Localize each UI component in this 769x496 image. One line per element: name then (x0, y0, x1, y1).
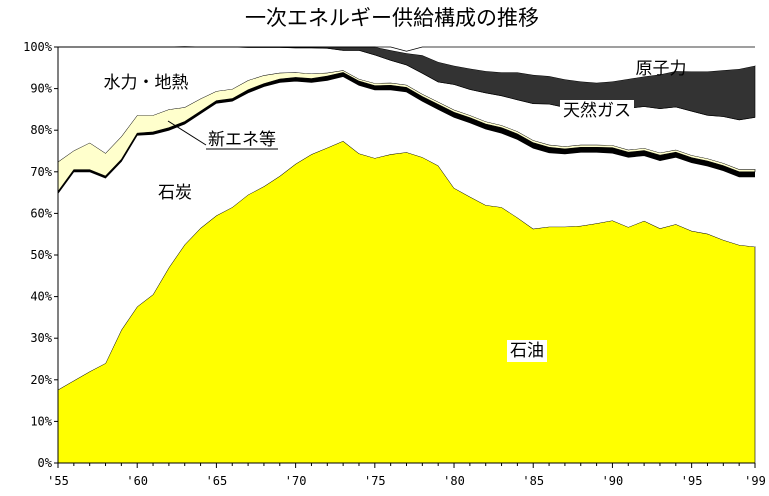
series-label: 新エネ等 (208, 130, 276, 150)
y-tick-label: 60% (30, 206, 52, 220)
y-tick-label: 90% (30, 82, 52, 96)
x-tick-label: '99 (744, 474, 766, 488)
x-tick-label: '95 (681, 474, 703, 488)
x-tick-label: '90 (602, 474, 624, 488)
series-label: 原子力 (636, 59, 687, 79)
x-axis: '55 '60 '65 '70 '75 '80 '85 '90 '95 '99 (47, 462, 766, 488)
leader-line (167, 120, 207, 146)
x-tick-label: '80 (443, 474, 465, 488)
y-tick-label: 20% (30, 373, 52, 387)
x-tick-label: '85 (522, 474, 544, 488)
y-tick-label: 0% (38, 456, 53, 470)
x-tick-label: '60 (126, 474, 148, 488)
y-tick-label: 100% (23, 40, 53, 54)
y-tick-label: 10% (30, 414, 52, 428)
series-label: 水力・地熱 (104, 73, 189, 93)
series-label: 石炭 (158, 183, 192, 203)
x-tick-label: '55 (47, 474, 69, 488)
y-tick-label: 40% (30, 290, 52, 304)
x-tick-label: '70 (285, 474, 307, 488)
series-label-box (507, 340, 547, 362)
y-tick-label: 30% (30, 331, 52, 345)
y-tick-label: 70% (30, 165, 52, 179)
x-tick-label: '65 (206, 474, 228, 488)
series-label-box (205, 129, 279, 151)
series-label: 石油 (510, 341, 544, 361)
stacked-areas (57, 46, 756, 464)
series-label-box (560, 100, 634, 122)
chart-title: 一次エネルギー供給構成の推移 (245, 6, 539, 30)
x-tick-label: '75 (364, 474, 386, 488)
y-axis: 0% 10% 20% 30% 40% 50% 60% 70% 80% 90% 100% (23, 40, 59, 470)
area-原子力 (58, 46, 755, 83)
area-石炭 (58, 76, 755, 390)
y-tick-label: 80% (30, 123, 52, 137)
boundary-原子力 (58, 46, 755, 52)
y-tick-label: 50% (30, 248, 52, 262)
area-unlabeled-4 (58, 47, 755, 170)
series-label: 天然ガス (563, 101, 631, 121)
